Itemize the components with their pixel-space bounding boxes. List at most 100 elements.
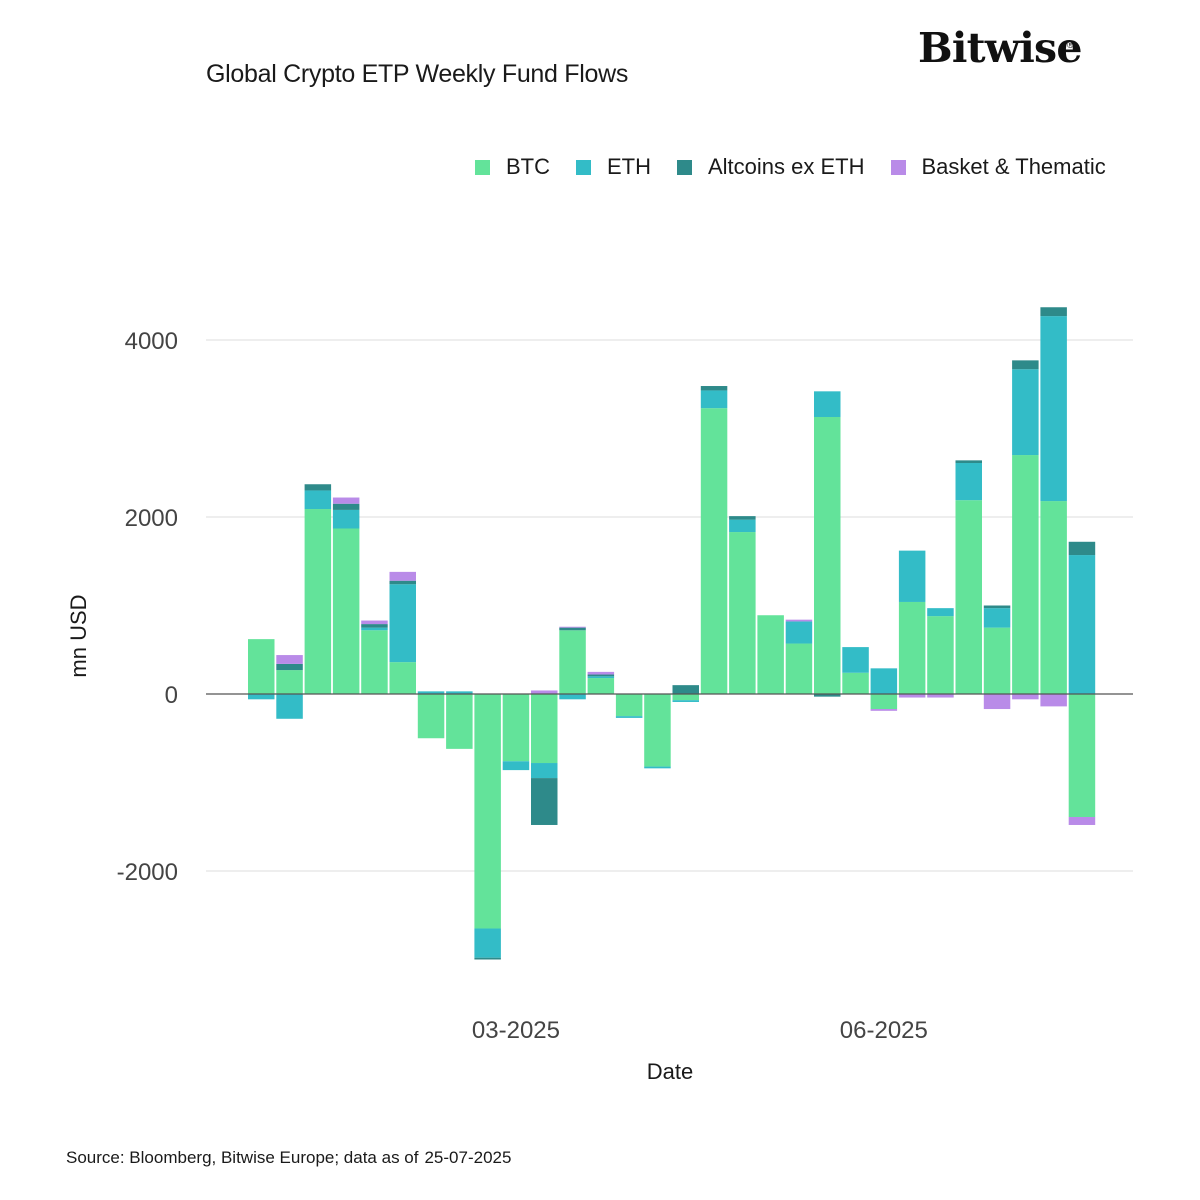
bar-altcoins-ex-eth-4: Altcoins ex ETH W4: 70	[332, 503, 360, 510]
y-tick-label: 0	[165, 682, 178, 709]
bar-altcoins-ex-eth-18: Altcoins ex ETH W18: 40	[729, 516, 756, 520]
bar-altcoins-ex-eth-30: Altcoins ex ETH W30: 150	[1068, 541, 1096, 556]
bar-altcoins-ex-eth-29: Altcoins ex ETH W29: 100	[1040, 307, 1067, 317]
bar-basket-thematic-20: Basket & Thematic W20: 20	[785, 619, 813, 622]
x-tick-label: 06-2025	[840, 1017, 928, 1044]
bar-btc-25: BTC W25: 880	[927, 616, 954, 694]
bar-eth-18: ETH W18: 140	[729, 519, 756, 533]
bar-eth-14: ETH W14: -20	[615, 716, 643, 718]
legend-item-altcoins: Altcoins ex ETH	[677, 154, 865, 180]
bar-btc-3: BTC W3: 2090	[304, 509, 332, 694]
bar-eth-4: ETH W4: 210	[332, 509, 360, 529]
source-note: Source: Bloomberg, Bitwise Europe; data …	[66, 1148, 511, 1168]
bar-btc-4: BTC W4: 1870	[332, 528, 360, 694]
bar-btc-5: BTC W5: 720	[361, 630, 388, 694]
legend-label-altcoins: Altcoins ex ETH	[708, 154, 865, 179]
legend-swatch-altcoins	[677, 159, 692, 175]
bar-btc-7: BTC W7: -500	[417, 694, 445, 739]
bar-basket-thematic-24: Basket & Thematic W24: -40	[898, 694, 926, 698]
legend-item-basket: Basket & Thematic	[890, 154, 1106, 180]
bar-basket-thematic-29: Basket & Thematic W29: -140	[1040, 694, 1067, 707]
legend-label-eth: ETH	[607, 154, 651, 179]
bar-altcoins-ex-eth-17: Altcoins ex ETH W17: 50	[700, 386, 728, 391]
bar-btc-13: BTC W13: 180	[587, 678, 615, 694]
bar-altcoins-ex-eth-5: Altcoins ex ETH W5: 40	[361, 624, 388, 628]
bar-eth-20: ETH W20: 250	[785, 621, 813, 644]
y-tick-label: 4000	[125, 328, 178, 355]
bar-basket-thematic-4: Basket & Thematic W4: 70	[332, 497, 360, 504]
bar-btc-12: BTC W12: 720	[559, 630, 586, 694]
y-tick-label: 2000	[125, 505, 178, 532]
bar-eth-5: ETH W5: 30	[361, 627, 388, 631]
y-axis-label: mn USD	[66, 594, 91, 677]
bar-eth-24: ETH W24: 580	[898, 550, 926, 602]
bar-basket-thematic-12: Basket & Thematic W12: 10	[559, 626, 586, 628]
bar-eth-17: ETH W17: 200	[700, 390, 728, 409]
legend-item-eth: ETH	[576, 154, 651, 180]
bar-altcoins-ex-eth-13: Altcoins ex ETH W13: 20	[587, 674, 615, 677]
bar-basket-thematic-5: Basket & Thematic W5: 40	[361, 620, 388, 625]
bar-eth-29: ETH W29: 2090	[1040, 316, 1067, 502]
bar-btc-27: BTC W27: 750	[983, 627, 1011, 695]
bar-btc-2: BTC W2: 270	[276, 670, 303, 694]
bar-btc-1: BTC W1: 620	[248, 639, 275, 694]
legend-item-btc: BTC	[475, 154, 550, 180]
legend-swatch-btc	[475, 159, 490, 175]
bar-altcoins-ex-eth-21: Altcoins ex ETH W21: -30	[814, 694, 841, 697]
source-text: Source: Bloomberg, Bitwise Europe; data …	[66, 1148, 419, 1167]
bar-btc-29: BTC W29: 2180	[1040, 501, 1067, 694]
bar-altcoins-ex-eth-28: Altcoins ex ETH W28: 100	[1012, 360, 1039, 370]
x-tick-label: 03-2025	[472, 1017, 560, 1044]
bar-btc-23: BTC W23: -170	[870, 694, 898, 710]
bar-eth-16: ETH W16: -20	[672, 700, 699, 702]
bar-basket-thematic-23: Basket & Thematic W23: -20	[870, 709, 898, 711]
bar-eth-11: ETH W11: -170	[531, 763, 558, 779]
bar-altcoins-ex-eth-3: Altcoins ex ETH W3: 70	[304, 484, 332, 491]
bar-btc-10: BTC W10: -760	[502, 694, 530, 762]
bar-altcoins-ex-eth-6: Altcoins ex ETH W6: 40	[389, 580, 416, 585]
bar-btc-24: BTC W24: 1040	[898, 601, 926, 694]
bar-eth-22: ETH W22: 290	[842, 647, 869, 673]
bar-basket-thematic-28: Basket & Thematic W28: -60	[1012, 694, 1039, 700]
bar-btc-9: BTC W9: -2650	[474, 694, 501, 929]
bar-basket-thematic-6: Basket & Thematic W6: 100	[389, 571, 416, 581]
bar-eth-21: ETH W21: 290	[814, 391, 841, 417]
bar-btc-15: BTC W15: -820	[644, 694, 671, 767]
bar-eth-23: ETH W23: 290	[870, 668, 898, 694]
legend-label-basket: Basket & Thematic	[921, 154, 1106, 179]
bar-eth-26: ETH W26: 420	[955, 463, 982, 501]
bar-altcoins-ex-eth-26: Altcoins ex ETH W26: 30	[955, 460, 982, 464]
bar-altcoins-ex-eth-16: Altcoins ex ETH W16: 100	[672, 685, 699, 694]
bar-btc-16: BTC W16: -70	[672, 694, 699, 701]
bar-btc-22: BTC W22: 240	[842, 672, 869, 694]
brand-registered-mark: ®	[1067, 40, 1074, 50]
bar-eth-30: ETH W30: 1570	[1068, 555, 1096, 694]
bar-btc-30: BTC W30: -1390	[1068, 694, 1096, 818]
bar-eth-7: ETH W7: 30	[417, 691, 445, 694]
bar-altcoins-ex-eth-11: Altcoins ex ETH W11: -530	[531, 778, 558, 825]
bar-eth-8: ETH W8: 30	[446, 691, 473, 694]
bar-eth-27: ETH W27: 220	[983, 608, 1011, 628]
bar-altcoins-ex-eth-9: Altcoins ex ETH W9: -20	[474, 957, 501, 960]
bar-btc-14: BTC W14: -250	[615, 694, 643, 717]
legend-label-btc: BTC	[506, 154, 550, 179]
bar-basket-thematic-11: Basket & Thematic W11: 40	[531, 690, 558, 694]
chart-legend: BTC ETH Altcoins ex ETH Basket & Themati…	[475, 154, 1106, 180]
bar-basket-thematic-25: Basket & Thematic W25: -40	[927, 694, 954, 698]
bar-btc-19: BTC W19: 890	[757, 615, 784, 694]
bar-eth-13: ETH W13: 20	[587, 676, 615, 679]
bar-btc-18: BTC W18: 1830	[729, 532, 756, 694]
y-tick-label: -2000	[117, 859, 178, 886]
bar-eth-1: ETH W1: -60	[248, 694, 275, 700]
bar-altcoins-ex-eth-2: Altcoins ex ETH W2: 70	[276, 663, 303, 671]
bar-eth-9: ETH W9: -330	[474, 928, 501, 958]
source-date: 25-07-2025	[424, 1148, 512, 1167]
bar-eth-12: ETH W12: -60	[559, 694, 586, 700]
bar-basket-thematic-13: Basket & Thematic W13: 30	[587, 671, 615, 675]
bar-eth-15: ETH W15: -20	[644, 766, 671, 769]
legend-swatch-eth	[576, 159, 591, 175]
chart-title: Global Crypto ETP Weekly Fund Flows	[206, 60, 629, 88]
bar-altcoins-ex-eth-27: Altcoins ex ETH W27: 30	[983, 605, 1011, 609]
bar-btc-8: BTC W8: -620	[446, 694, 473, 749]
